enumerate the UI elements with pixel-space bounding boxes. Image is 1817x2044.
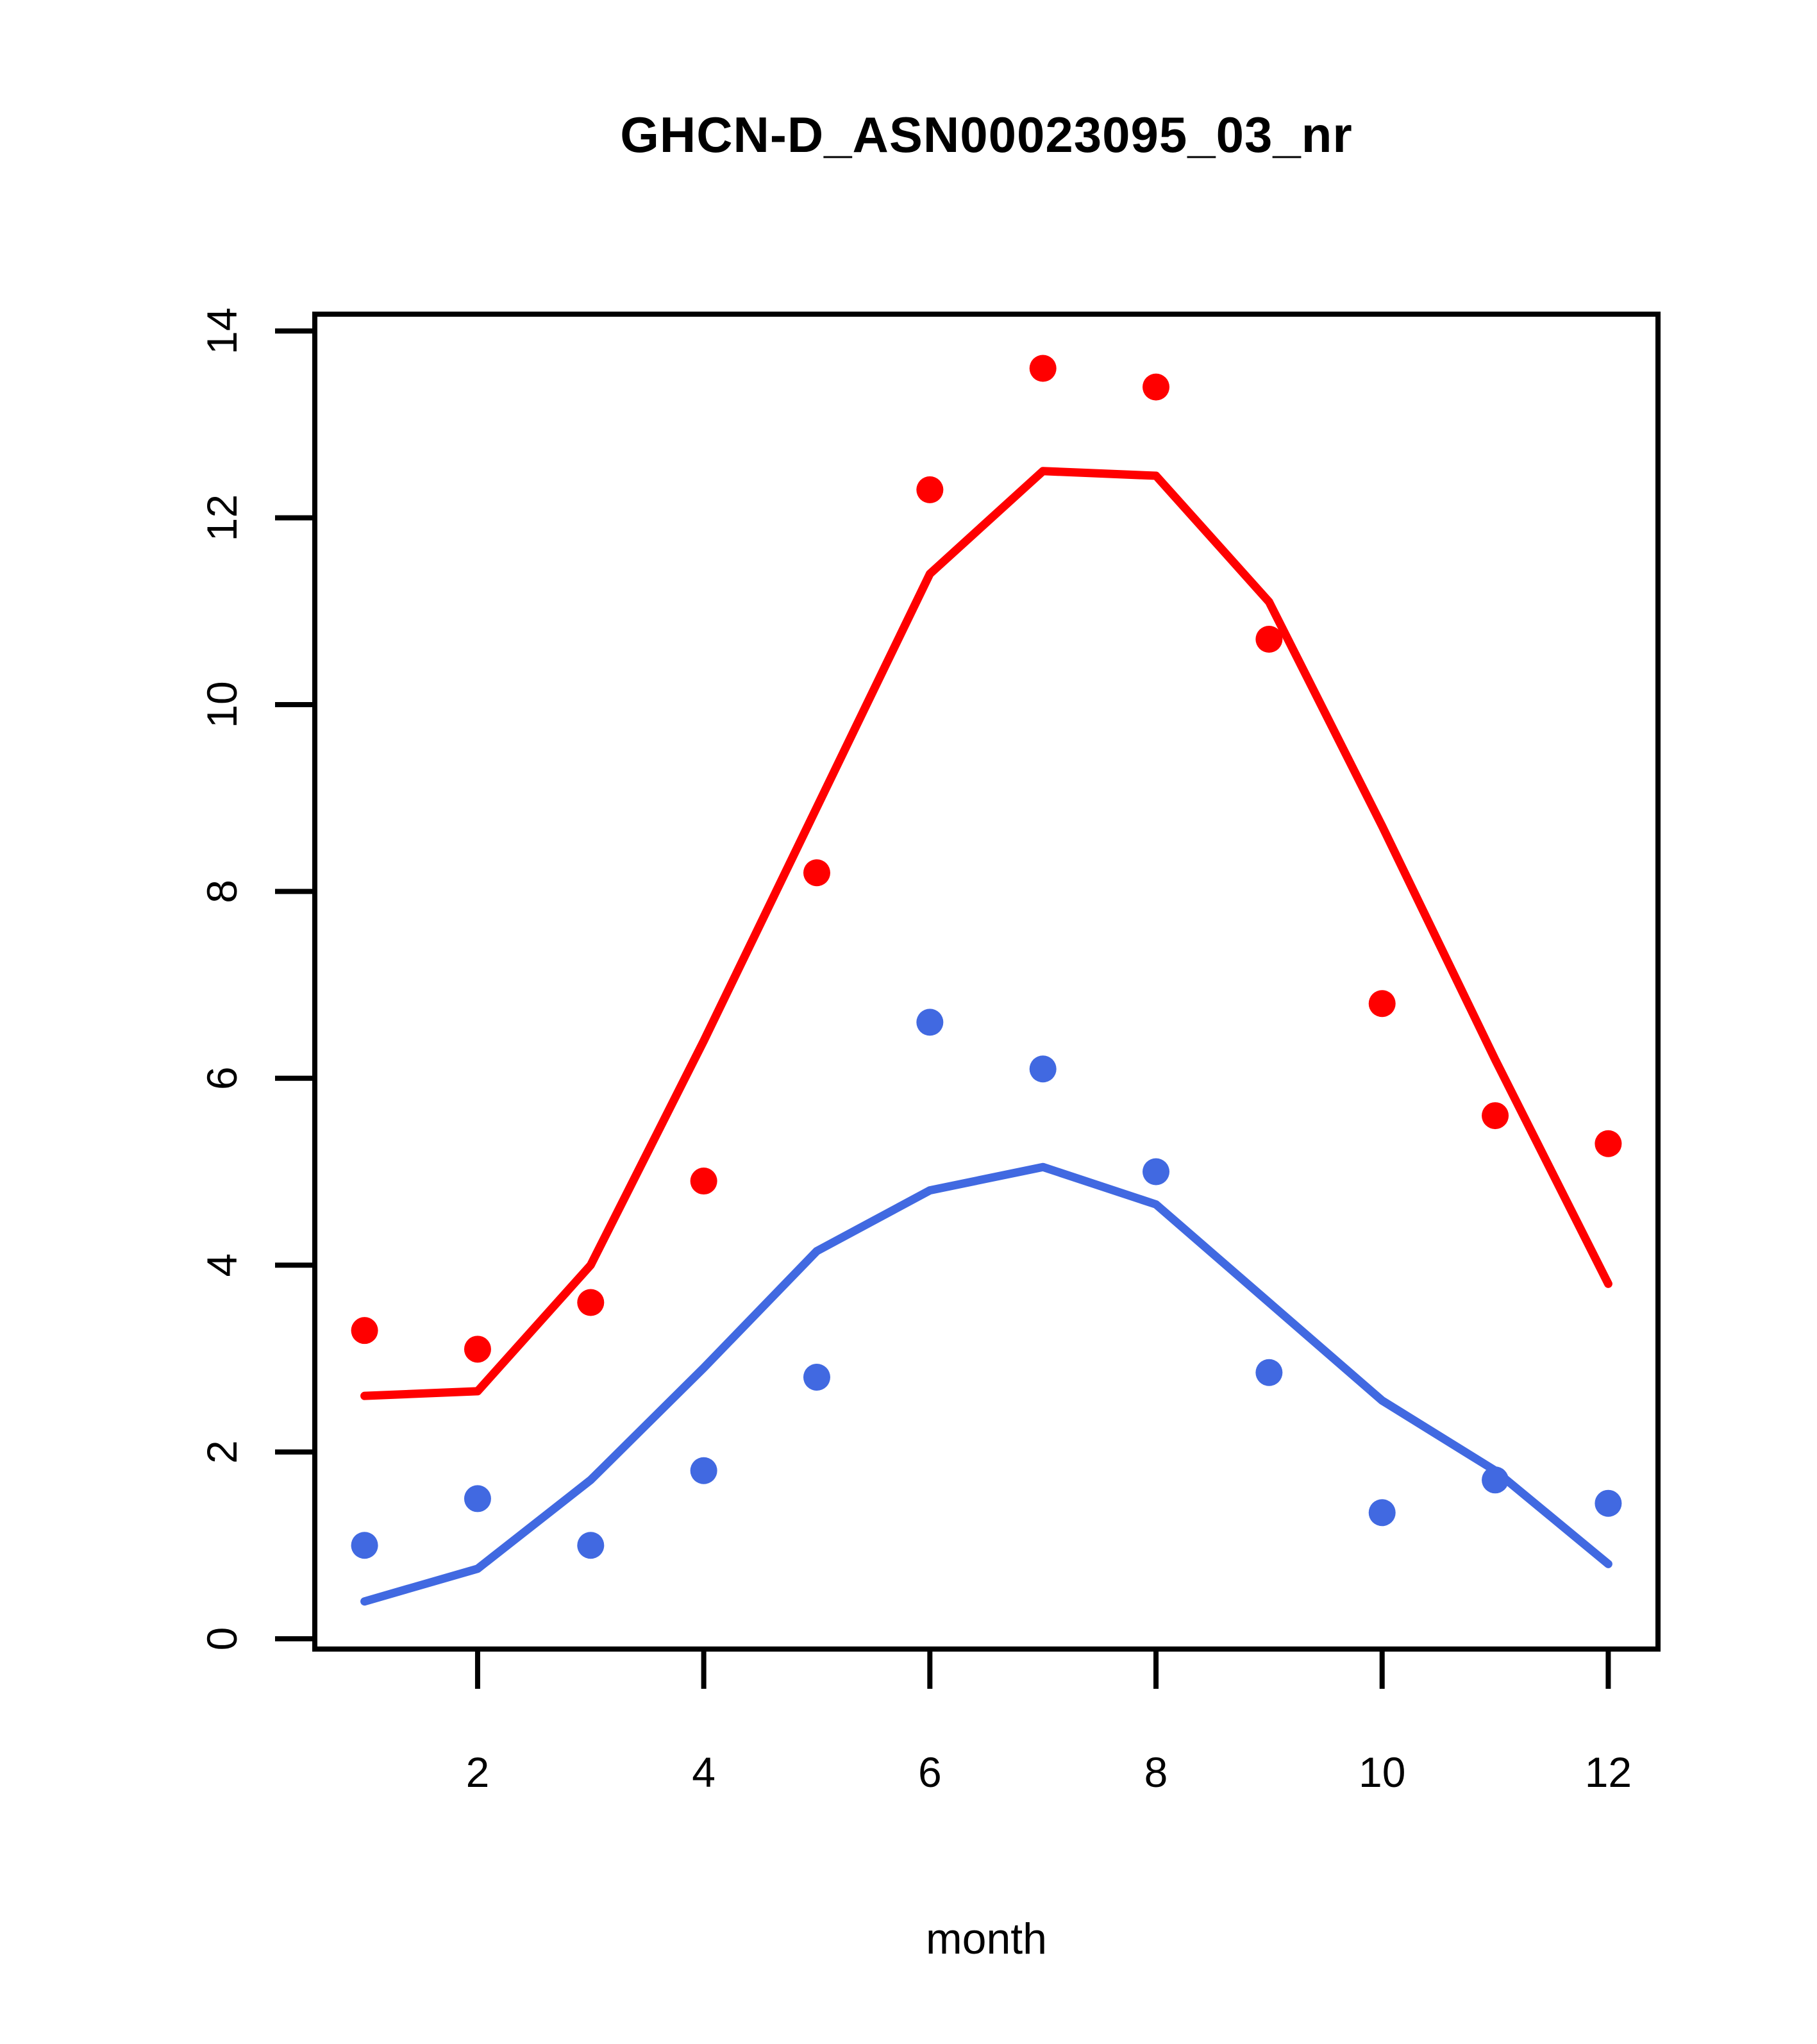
y-tick-label: 8 bbox=[198, 880, 246, 903]
y-tick-label: 4 bbox=[198, 1253, 246, 1277]
y-tick-label: 14 bbox=[198, 308, 246, 355]
red-smooth-line bbox=[360, 467, 1612, 1400]
x-tick-label: 8 bbox=[1144, 1748, 1168, 1796]
red-point bbox=[1368, 990, 1396, 1018]
blue-point bbox=[464, 1485, 491, 1512]
y-tick-label: 2 bbox=[198, 1440, 246, 1464]
blue-point bbox=[1482, 1466, 1509, 1494]
x-tick-label: 12 bbox=[1585, 1748, 1632, 1796]
x-tick-label: 6 bbox=[918, 1748, 942, 1796]
red-point bbox=[464, 1336, 491, 1363]
red-point bbox=[916, 476, 944, 503]
blue-point bbox=[1255, 1359, 1283, 1386]
red-point bbox=[1143, 373, 1170, 401]
blue-point bbox=[1143, 1158, 1170, 1185]
blue-point bbox=[690, 1457, 717, 1484]
red-point bbox=[690, 1168, 717, 1195]
red-point bbox=[351, 1317, 378, 1345]
blue-point bbox=[351, 1532, 378, 1559]
red-point bbox=[1595, 1130, 1622, 1157]
blue-point bbox=[577, 1532, 605, 1559]
x-axis-title: month bbox=[926, 1914, 1047, 1963]
red-point bbox=[803, 859, 830, 887]
blue-point bbox=[803, 1364, 830, 1391]
red-point bbox=[1029, 355, 1057, 382]
y-tick-label: 10 bbox=[198, 681, 246, 728]
blue-smooth-line bbox=[360, 1162, 1612, 1606]
blue-point bbox=[1368, 1499, 1396, 1527]
x-tick-label: 10 bbox=[1359, 1748, 1405, 1796]
y-tick-label: 6 bbox=[198, 1066, 246, 1090]
x-tick-label: 4 bbox=[692, 1748, 716, 1796]
red-point bbox=[1482, 1102, 1509, 1130]
chart-title: GHCN-D_ASN00023095_03_nr bbox=[620, 106, 1353, 163]
blue-point bbox=[1029, 1055, 1057, 1083]
red-point bbox=[577, 1289, 605, 1316]
plot-box bbox=[312, 312, 1661, 1652]
y-tick-label: 12 bbox=[198, 494, 246, 541]
blue-point bbox=[916, 1009, 944, 1036]
y-tick-label: 0 bbox=[198, 1627, 246, 1651]
blue-point bbox=[1595, 1489, 1622, 1517]
x-tick-label: 2 bbox=[466, 1748, 490, 1796]
red-point bbox=[1255, 626, 1283, 653]
